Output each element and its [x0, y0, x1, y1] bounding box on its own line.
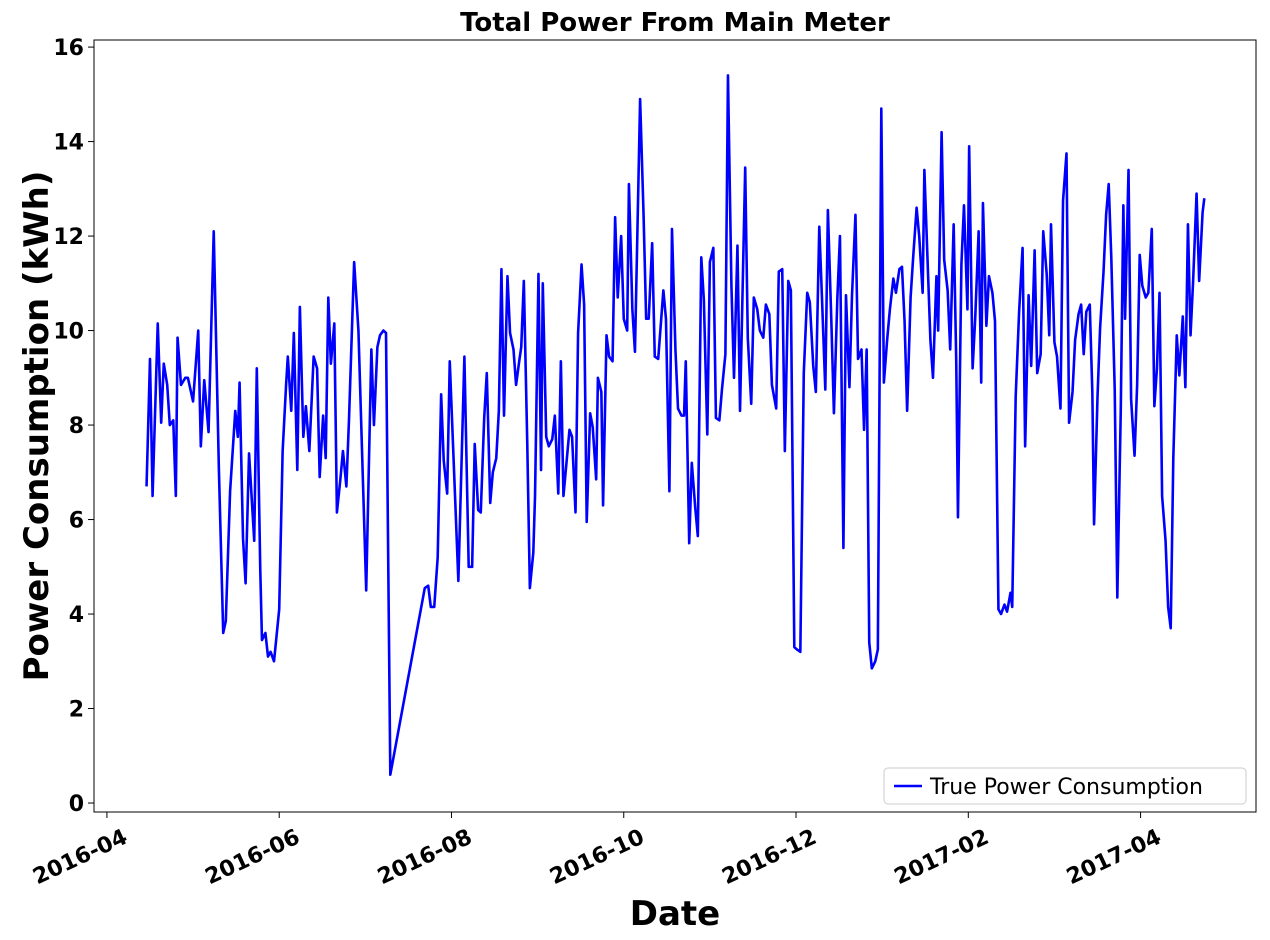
chart-title: Total Power From Main Meter [460, 8, 890, 38]
y-axis-label: Power Consumption (kWh) [17, 171, 57, 682]
legend-box [883, 767, 1247, 805]
y-tick-label: 8 [69, 414, 84, 439]
y-tick-label: 0 [69, 792, 84, 817]
x-tick-label: 2016-10 [546, 825, 648, 890]
x-axis-label: Date [630, 894, 720, 934]
x-tick-label: 2017-04 [1063, 825, 1165, 890]
data-line [145, 74, 1206, 776]
y-tick-label: 14 [53, 131, 84, 156]
y-tick-label: 12 [53, 225, 84, 250]
y-tick-label: 4 [69, 603, 84, 628]
y-tick-label: 6 [69, 509, 84, 534]
y-tick-label: 10 [53, 320, 84, 345]
x-tick-label: 2016-08 [374, 825, 476, 890]
x-tick-label: 2016-12 [718, 825, 820, 890]
legend: True Power Consumption [883, 767, 1247, 805]
x-tick-label: 2016-06 [202, 825, 304, 890]
y-tick-label: 16 [53, 36, 84, 61]
x-tick-label: 2017-02 [891, 825, 993, 890]
legend-label: True Power Consumption [929, 775, 1203, 800]
x-tick-label: 2016-04 [29, 825, 131, 890]
y-tick-label: 2 [69, 698, 84, 723]
plot-frame [93, 39, 1257, 813]
